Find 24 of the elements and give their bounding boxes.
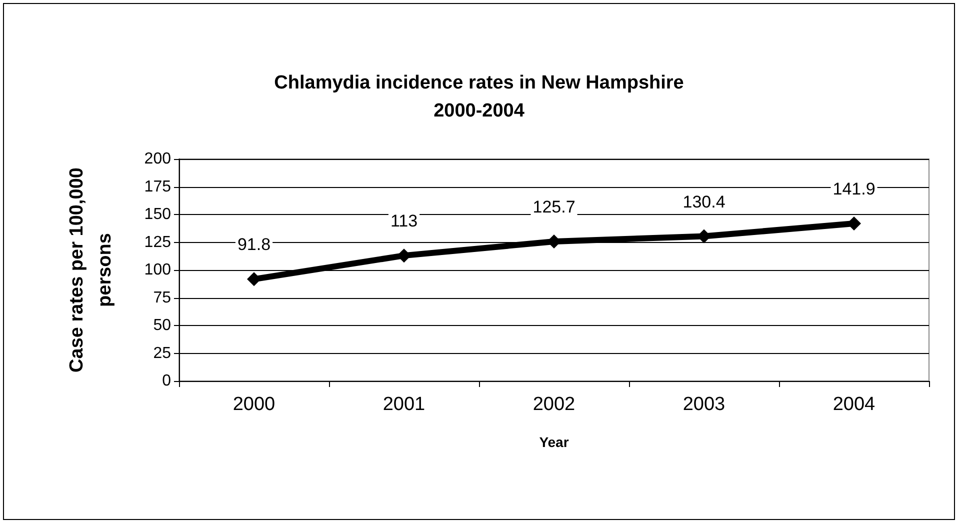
y-tick-label: 75: [153, 289, 172, 306]
x-tick-label: 2000: [232, 394, 276, 415]
y-tick-label: 100: [144, 262, 172, 278]
y-tick-label: 0: [162, 372, 172, 390]
y-axis-title: Case rates per 100,000 persons: [66, 168, 116, 372]
data-label: 141.9: [832, 179, 876, 198]
data-label: 125.7: [532, 197, 576, 216]
y-tick-label: 175: [144, 178, 172, 196]
x-tick-label: 2003: [682, 394, 726, 415]
y-tick-label: 25: [153, 344, 172, 362]
data-label: 91.8: [237, 235, 271, 254]
x-tick-label: 2001: [382, 394, 426, 415]
y-tick-label: 50: [153, 317, 172, 334]
chart-title: Chlamydia incidence rates in New Hampshire 2000-2004: [274, 72, 684, 122]
y-tick-label: 200: [144, 150, 172, 168]
data-label: 113: [390, 212, 418, 231]
y-tick-label: 125: [144, 234, 172, 251]
x-tick-label: 2002: [532, 394, 576, 415]
y-tick-label: 150: [144, 206, 172, 223]
data-label: 130.4: [682, 192, 726, 212]
point: [247, 272, 261, 286]
x-tick-label: 2004: [832, 394, 876, 415]
x-axis-title: Year: [539, 434, 570, 450]
point: [397, 248, 411, 263]
